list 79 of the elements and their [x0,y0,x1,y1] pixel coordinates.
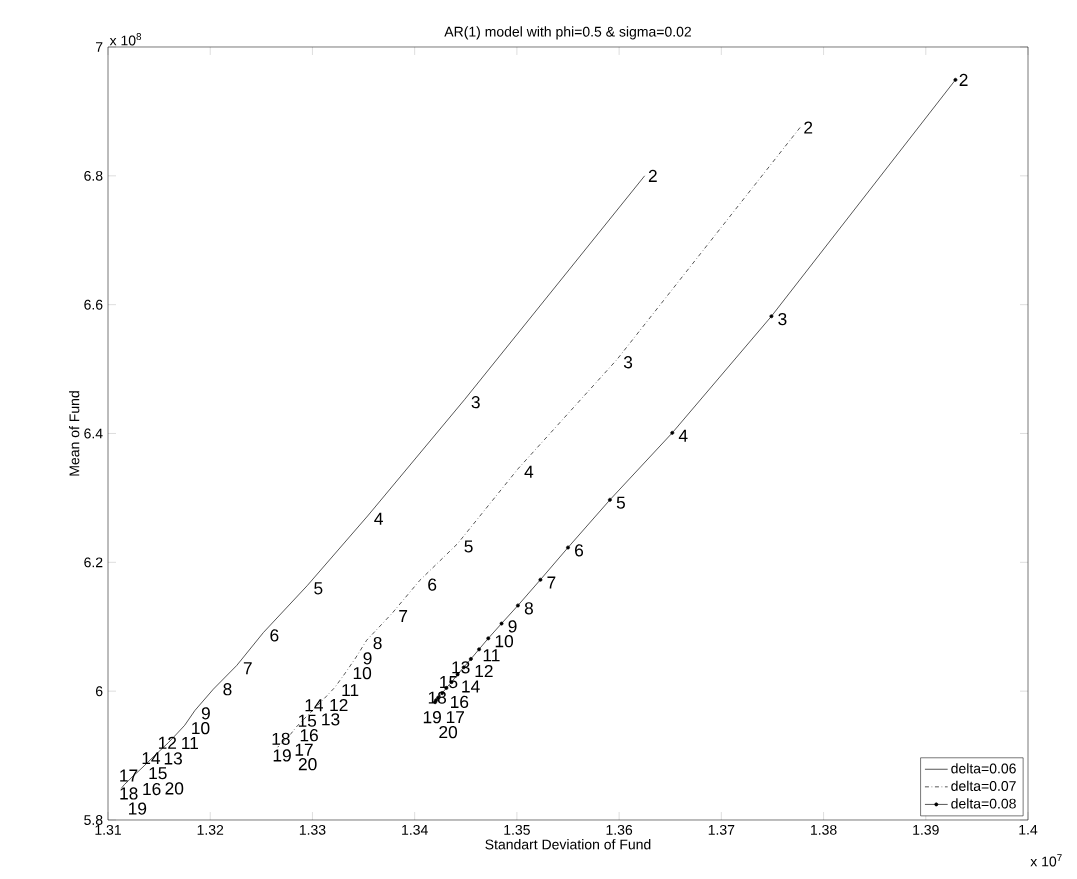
annotation: 16 [300,729,318,742]
annotation: 8 [373,636,382,650]
x-tick-label: 1.4 [1019,824,1038,835]
text: x 10$^{7}$ [1030,854,1062,867]
annotation: 13 [164,752,182,765]
annotation: 12 [330,698,348,712]
annotation: 20 [298,758,317,771]
x-tick-label: 1.39 [913,824,939,835]
annotation: 3 [471,396,480,409]
x-tick-label: 1.32 [197,824,224,835]
legend-label: delta=0.06 [951,763,1016,774]
annotation: 5 [616,496,625,509]
annotation: 14 [305,699,324,712]
annotation: 16 [451,695,469,709]
x-tick-label: 1.35 [504,824,530,835]
y-tick-label: 6.2 [84,557,103,568]
y-tick-label: 6.6 [84,299,103,310]
y-tick-label: 5.8 [84,815,103,825]
annotation: 3 [778,312,787,326]
annotation: 19 [273,749,291,762]
annotation: 10 [495,635,514,648]
annotation: 9 [201,707,210,720]
annotation: 10 [192,721,210,735]
x-tick-label: 1.38 [811,824,837,835]
annotation: 8 [524,602,533,615]
annotation: 9 [363,652,372,665]
legend-label: delta=0.08 [951,798,1016,809]
annotation: 13 [322,713,340,726]
legend-label: delta=0.07 [951,780,1016,791]
annotation: 20 [165,782,184,795]
annotation: 18 [120,787,138,800]
annotation: 10 [353,666,372,680]
annotation: 13 [452,661,470,674]
annotation: 14 [462,680,480,693]
annotation: 4 [524,465,534,478]
annotation: 2 [648,169,657,182]
annotation: 7 [243,662,252,675]
annotation: 17 [295,743,313,756]
annotation: 11 [342,684,359,697]
annotation: 9 [508,620,517,633]
annotation: 7 [399,610,408,623]
annotation: 6 [575,544,584,557]
annotation: 6 [428,578,437,591]
x-tick-label: 1.37 [708,824,735,835]
y-tick-label: 6.8 [84,170,103,181]
annotation: 6 [270,629,279,642]
annotation: 19 [129,802,147,815]
annotation: 20 [439,725,458,739]
annotation: 2 [959,73,968,86]
annotation: 17 [120,769,138,782]
annotation: 5 [314,582,323,595]
annotation: 4 [374,512,383,525]
annotation: 2 [804,121,813,134]
annotation: 16 [143,782,161,796]
y-axis-title: Mean of Fund [69,391,80,476]
annotation: 15 [298,714,317,727]
annotation: 15 [149,767,167,780]
annotation: 7 [547,576,556,589]
annotation: 11 [182,737,199,749]
x-tick-label: 1.33 [299,824,326,835]
x-tick-label: 1.34 [402,824,428,835]
annotation: 5 [464,540,473,553]
annotation: 8 [223,683,232,696]
annotation: 17 [446,711,464,724]
annotation: 19 [423,711,441,724]
annotation: 14 [142,752,161,765]
annotation: 18 [272,732,290,745]
y-tick-label: 6 [95,686,103,697]
y-tick-label: 7 [95,42,103,52]
x-tick-label: 1.31 [95,824,121,835]
chart-title: AR(1) model with phi=0.5 & sigma=0.02 [444,26,691,40]
annotation: 12 [475,664,493,678]
annotation: 11 [483,649,500,662]
annotation: 3 [623,356,633,369]
x-tick-label: 1.36 [606,824,633,835]
x-axis-title: Standart Deviation of Fund [485,839,651,850]
text: x 10$^{8}$ [109,33,142,46]
annotation: 4 [678,429,688,442]
y-tick-label: 6.4 [84,428,103,439]
